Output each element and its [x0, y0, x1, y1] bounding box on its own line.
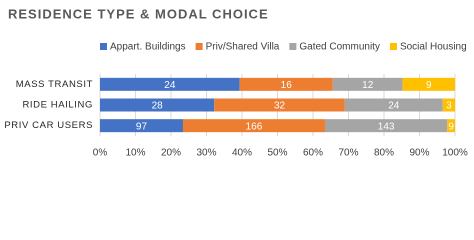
x-tick-label: 60% [303, 148, 323, 159]
x-tick-label: 90% [409, 148, 429, 159]
legend-label: Priv/Shared Villa [206, 42, 280, 53]
data-label: 97 [136, 121, 148, 132]
y-tick-label: PRIV CAR USERS [4, 120, 93, 131]
bar-segment [182, 119, 325, 133]
data-label: 143 [378, 121, 395, 132]
data-label: 3 [446, 101, 452, 112]
x-tick-label: 50% [267, 148, 287, 159]
bar-segment [447, 119, 455, 133]
legend-label: Gated Community [299, 42, 380, 53]
legend-label: Social Housing [400, 42, 467, 53]
data-label: 9 [426, 80, 432, 91]
chart-title: RESIDENCE TYPE & MODAL CHOICE [8, 6, 269, 21]
y-tick-label: MASS TRANSIT [16, 79, 93, 90]
data-label: 9 [448, 121, 454, 132]
data-label: 166 [246, 121, 263, 132]
x-tick-label: 20% [161, 148, 181, 159]
bar-segment [442, 98, 455, 112]
chart: RESIDENCE TYPE & MODAL CHOICE 0% 10% 20% 30… [4, 6, 468, 159]
data-label: 32 [274, 101, 286, 112]
bar-segment [239, 77, 333, 91]
bar-segment [344, 98, 443, 112]
data-label: 12 [362, 80, 374, 91]
x-tick-label: 10% [125, 148, 145, 159]
x-tick-label: 0% [93, 148, 108, 159]
bar-segment [100, 119, 183, 133]
legend-label: Appart. Buildings [110, 42, 186, 53]
x-tick-label: 100% [442, 148, 468, 159]
x-tick-label: 70% [338, 148, 358, 159]
legend-swatch [289, 43, 297, 50]
bar-segment [100, 77, 240, 91]
legend-swatch [100, 43, 107, 50]
bar-segment [324, 119, 448, 133]
data-label: 28 [152, 101, 164, 112]
y-tick-label: RIDE HAILING [22, 100, 93, 111]
x-tick-label: 40% [232, 148, 252, 159]
legend-swatch [389, 43, 397, 50]
legend-swatch [195, 43, 203, 50]
data-label: 24 [388, 101, 400, 112]
x-tick-label: 30% [196, 148, 216, 159]
bar-segment [100, 98, 215, 112]
bar-segment [332, 77, 403, 91]
bar-segment [402, 77, 455, 91]
data-label: 16 [281, 80, 293, 91]
x-tick-label: 80% [374, 148, 394, 159]
data-label: 24 [164, 80, 176, 91]
bar-segment [214, 98, 345, 112]
